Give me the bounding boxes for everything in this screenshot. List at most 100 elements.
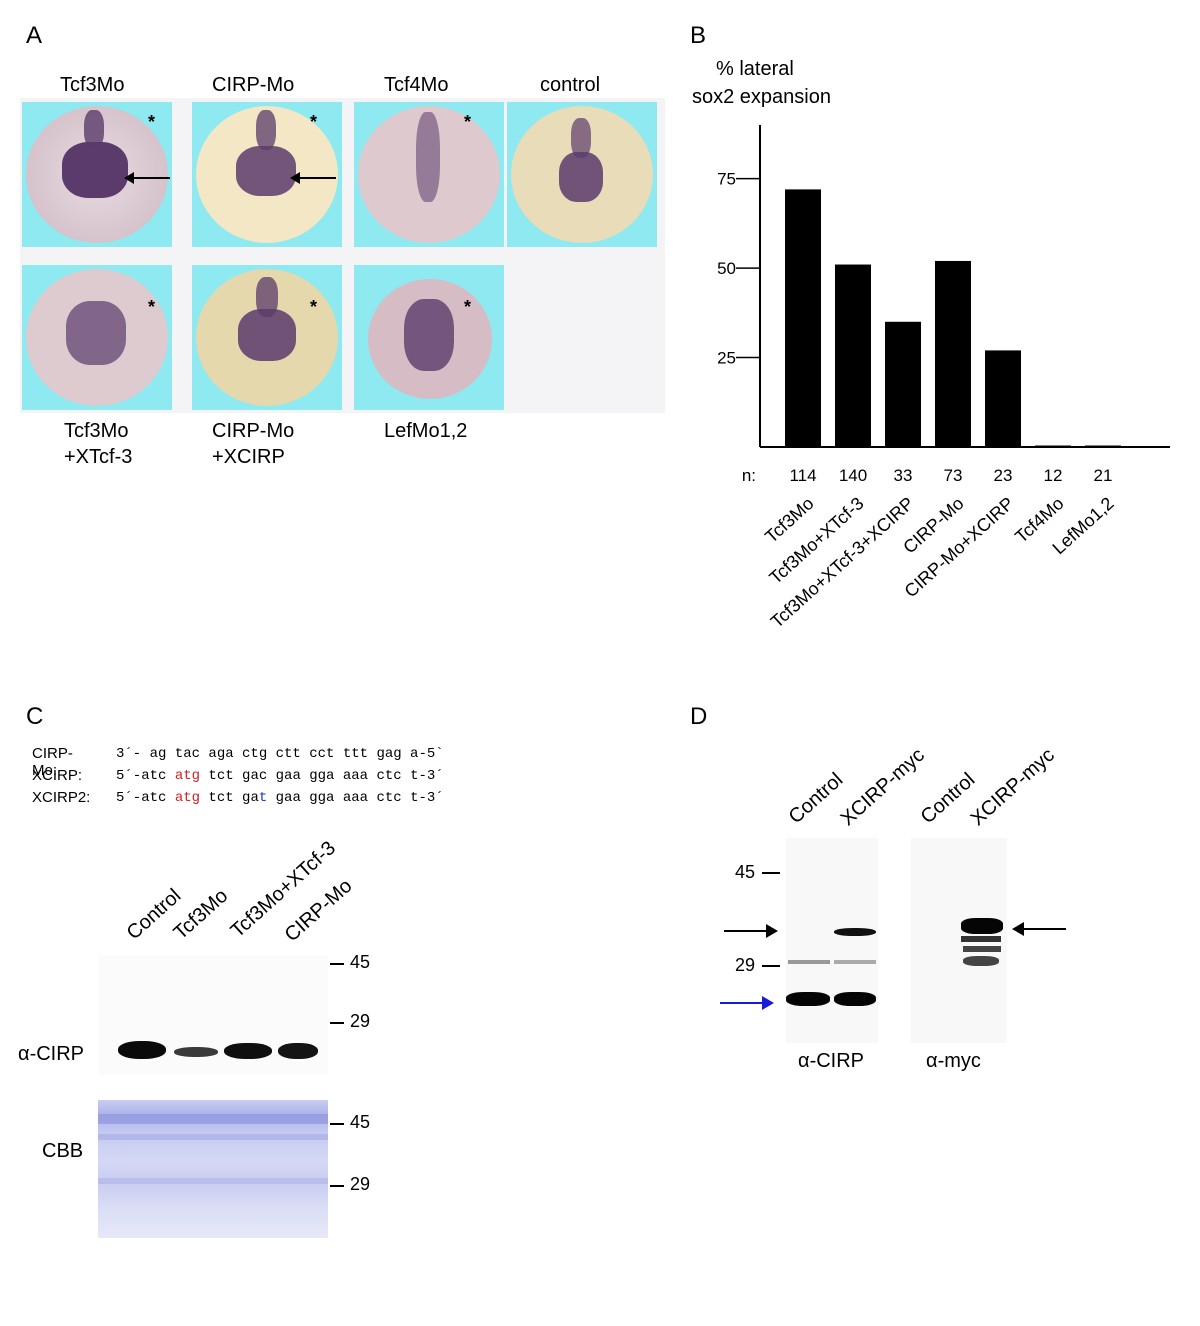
bar: [885, 321, 921, 447]
label-line: +XTcf-3: [64, 446, 133, 468]
n-value: 140: [839, 466, 867, 485]
lane-label: XCIRP-myc: [836, 744, 929, 831]
western-blot-d-alpha-myc: [911, 838, 1007, 1043]
sequence-text: 5´-atc atg tct gat gaa gga aaa ctc t-3´: [116, 790, 444, 806]
label-tcf4mo: Tcf4Mo: [384, 74, 449, 96]
n-value: 12: [1044, 466, 1063, 485]
stain-band: [98, 1178, 328, 1184]
embryo-tile-lefmo: *: [354, 265, 504, 410]
blot-label-alpha-myc: α-myc: [926, 1050, 981, 1072]
label-cirp-mo-xcirp: CIRP-Mo +XCIRP: [212, 418, 294, 470]
sox2-stain: [84, 110, 104, 148]
mw-marker: 29: [350, 1011, 371, 1031]
sequence-segment: 5´-atc: [116, 790, 175, 806]
n-label: n:: [742, 466, 756, 485]
arrow-icon: [124, 172, 170, 184]
sox2-stain: [238, 309, 296, 361]
sox2-stain: [256, 277, 278, 317]
n-value: 33: [894, 466, 913, 485]
mw-tick: [330, 963, 344, 965]
n-value: 73: [944, 466, 963, 485]
stain-band: [98, 1114, 328, 1124]
mw-marker: 45: [350, 1112, 371, 1132]
blot-band: [834, 928, 876, 936]
label-line: CIRP-Mo: [212, 420, 295, 442]
asterisk-mark: *: [148, 112, 156, 132]
mw-tick: [762, 965, 780, 967]
blot-band: [788, 960, 830, 964]
mw-marker: 29: [735, 955, 756, 975]
sox2-stain: [571, 118, 591, 158]
mw-marker: 29: [350, 1174, 371, 1194]
mw-tick: [330, 1022, 344, 1024]
blot-band: [118, 1041, 166, 1059]
sox2-stain: [66, 301, 126, 365]
panel-d-label: D: [690, 703, 708, 730]
sequence-segment: tct ga: [200, 790, 259, 806]
mw-tick: [330, 1123, 344, 1125]
embryo-tile-cirp-mo-xcirp: *: [192, 265, 342, 410]
embryo-tile-tcf3mo-xtcf3: *: [22, 265, 172, 410]
sequence-segment: gaa gga aaa ctc t-3´: [267, 790, 444, 806]
mw-tick: [762, 872, 780, 874]
embryo-tile-tcf4mo: *: [354, 102, 504, 247]
n-value: 23: [994, 466, 1013, 485]
embryo-tile-control: [507, 102, 657, 247]
sequence-label: XCIRP2:: [32, 789, 91, 806]
blot-band: [963, 956, 999, 966]
bar: [985, 350, 1021, 447]
lane-label: Control: [784, 768, 848, 829]
y-tick-label: 25: [717, 349, 736, 368]
sox2-stain: [236, 146, 296, 196]
n-value: 21: [1094, 466, 1113, 485]
bar: [785, 189, 821, 447]
bar-chart: 255075114Tcf3Mo140Tcf3Mo+XTcf-333Tcf3Mo+…: [717, 125, 1170, 632]
blot-label-alpha-cirp-d: α-CIRP: [798, 1050, 865, 1072]
chart-title-line2: sox2 expansion: [692, 86, 831, 108]
panel-a-label: A: [26, 22, 43, 49]
cbb-stain: [98, 1100, 328, 1238]
arrow-right-icon: [720, 996, 774, 1010]
sequence-segment: 3´- ag tac aga ctg ctt cct ttt gag a-5`: [116, 746, 444, 762]
y-tick-label: 50: [717, 259, 736, 278]
blot-band: [834, 960, 876, 964]
blot-band: [963, 946, 1001, 952]
embryo-tile-tcf3mo: *: [22, 102, 172, 247]
arrow-icon: [290, 172, 336, 184]
label-line: Tcf3Mo: [64, 420, 129, 442]
sequence-label: XCIRP:: [32, 767, 83, 784]
sox2-stain: [256, 110, 276, 150]
y-tick-label: 75: [717, 170, 736, 189]
n-value: 114: [789, 466, 816, 485]
label-cirp-mo: CIRP-Mo: [212, 74, 295, 96]
sequence-segment: t: [258, 790, 268, 806]
bar: [935, 260, 971, 447]
western-blot-d-alpha-cirp: [786, 838, 878, 1043]
sequence-label: CIRP-Mo:: [32, 745, 73, 779]
blot-label-alpha-cirp: α-CIRP: [18, 1043, 85, 1065]
blot-band: [834, 992, 876, 1006]
label-lefmo: LefMo1,2: [384, 420, 468, 442]
lane-label: Control: [916, 768, 980, 829]
arrow-left-icon: [1012, 922, 1066, 936]
blot-band: [961, 918, 1003, 934]
mw-marker: 45: [350, 952, 371, 972]
sequence-segment: atg: [174, 790, 201, 806]
asterisk-mark: *: [148, 297, 156, 317]
sequence-segment: atg: [174, 768, 201, 784]
label-tcf3mo-xtcf3: Tcf3Mo +XTcf-3: [64, 418, 132, 470]
sox2-stain: [404, 299, 454, 371]
bar: [835, 264, 871, 447]
blot-band: [961, 936, 1001, 942]
asterisk-mark: *: [310, 112, 318, 132]
stain-label-cbb: CBB: [42, 1140, 84, 1162]
label-tcf3mo: Tcf3Mo: [60, 74, 125, 96]
asterisk-mark: *: [464, 112, 472, 132]
chart-title-line1: % lateral: [716, 58, 794, 80]
sox2-stain: [416, 112, 440, 202]
blot-band: [786, 992, 830, 1006]
sequence-text: 5´-atc atg tct gac gaa gga aaa ctc t-3´: [116, 768, 444, 784]
bar: [1085, 445, 1121, 447]
arrow-right-icon: [724, 924, 778, 938]
asterisk-mark: *: [464, 297, 472, 317]
